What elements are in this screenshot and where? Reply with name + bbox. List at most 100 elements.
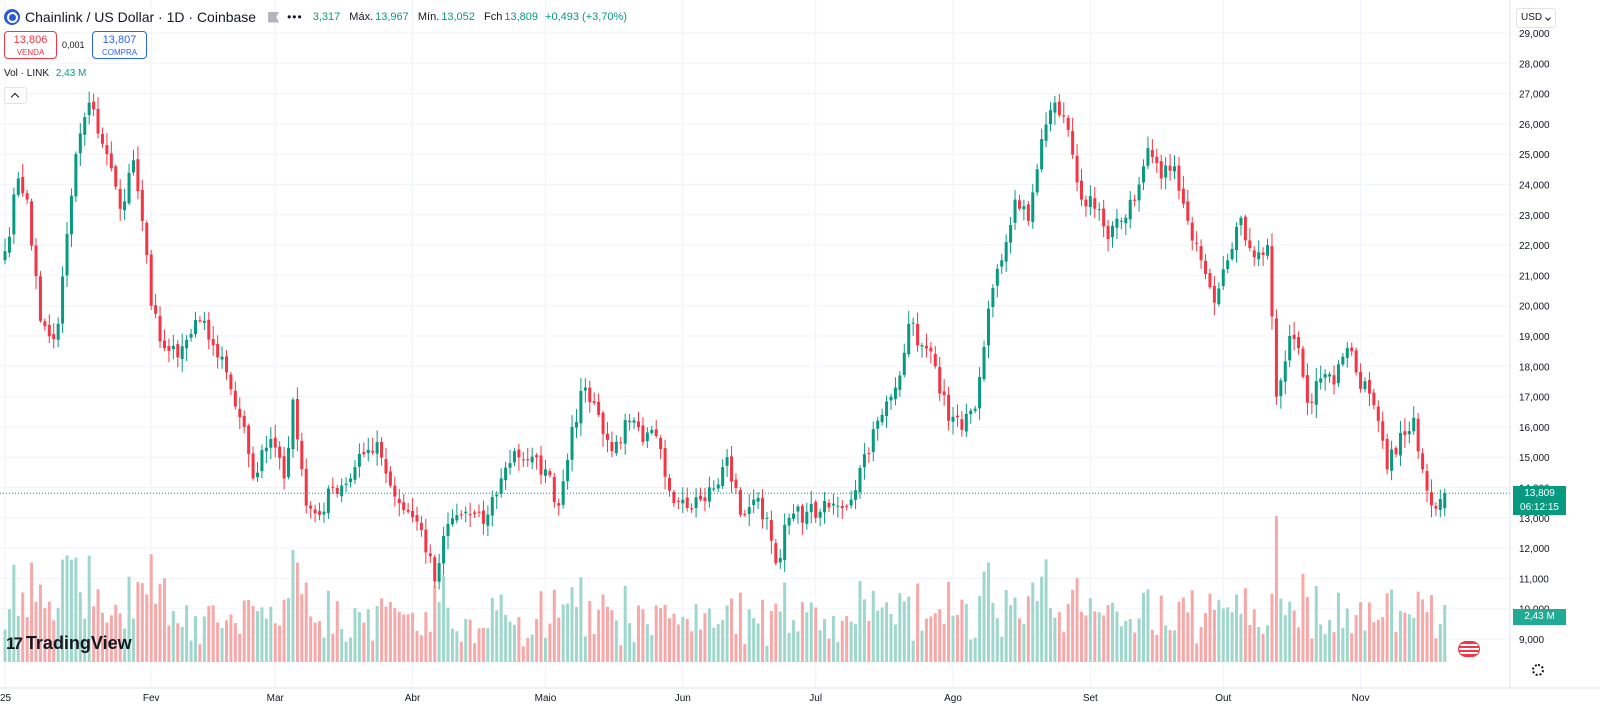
volume-bar (1412, 617, 1416, 662)
volume-bar (1434, 638, 1438, 662)
volume-bar (743, 643, 747, 662)
volume-bar (295, 562, 299, 662)
volume-bar (384, 606, 388, 662)
candle-body (916, 324, 920, 346)
candle-body (269, 439, 273, 448)
volume-bar (1155, 634, 1159, 662)
candle-body (1177, 165, 1181, 191)
price-tick-label: 20,000 (1519, 302, 1550, 313)
change-value: +0,493 (+3,70%) (545, 11, 627, 23)
volume-bar (357, 612, 361, 662)
volume-bar (92, 606, 96, 662)
candle-body (1288, 336, 1292, 361)
volume-bar (583, 636, 587, 662)
volume-bar (335, 601, 339, 662)
candle-body (681, 499, 685, 504)
volume-bar (898, 593, 902, 662)
candle-body (193, 320, 197, 335)
candle-body (473, 512, 477, 515)
volume-bar (495, 610, 499, 662)
volume-bar (211, 605, 215, 662)
candle-body (1429, 492, 1433, 506)
volume-bar (1044, 559, 1048, 662)
candle-body (1164, 165, 1168, 178)
volume-bar (1186, 612, 1190, 662)
candle-body (109, 153, 113, 169)
volume-bar (668, 618, 671, 662)
candle-body (34, 245, 38, 276)
volume-bar (849, 621, 853, 662)
volume-bar (986, 562, 990, 662)
candle-body (800, 505, 804, 523)
volume-bar (56, 607, 60, 662)
candle-body (955, 415, 959, 418)
price-tick-label: 15,000 (1519, 453, 1550, 464)
volume-bar (1261, 633, 1265, 662)
candle-body (100, 133, 104, 144)
volume-bar (1022, 624, 1026, 662)
chevron-down-icon (1545, 15, 1551, 21)
candle-body (455, 515, 459, 521)
candle-body (162, 340, 166, 349)
volume-bar (380, 598, 384, 662)
ohlc-values: 3,317 Máx. 13,967 Mín. 13,052 Fch 13,809 +0… (313, 11, 627, 23)
volume-bar (1031, 582, 1035, 662)
candle-body (1345, 348, 1349, 358)
candle-body (43, 321, 47, 327)
volume-bar (1195, 643, 1199, 662)
candle-body (650, 429, 654, 433)
volume-bar (300, 594, 304, 662)
volume-bar (1057, 612, 1061, 662)
candle-body (158, 315, 162, 342)
spread-value: 0,001 (62, 40, 85, 50)
low-label: Mín. (417, 11, 440, 23)
candle-body (1013, 199, 1017, 223)
more-options-icon[interactable]: ••• (287, 10, 303, 24)
candle-body (605, 433, 609, 440)
volume-bar (628, 623, 632, 662)
volume-bar (862, 599, 866, 662)
tradingview-logo[interactable]: 17 TradingView (6, 633, 132, 654)
collapse-legend-button[interactable] (4, 87, 27, 104)
symbol-title[interactable]: Chainlink / US Dollar · 1D · Coinbase (25, 9, 257, 25)
buy-button[interactable]: 13,807 COMPRA (92, 31, 147, 59)
volume-bar (1168, 630, 1172, 662)
candle-body (885, 401, 889, 417)
us-flag-icon[interactable] (1458, 641, 1480, 657)
candle-body (65, 234, 69, 276)
candle-body (1186, 201, 1190, 221)
volume-bar (605, 606, 609, 662)
gear-icon[interactable] (1532, 664, 1544, 676)
candle-body (654, 429, 658, 436)
candle-body (242, 415, 246, 427)
currency-select[interactable]: USD (1516, 8, 1556, 28)
volume-bar (123, 628, 127, 662)
candle-body (260, 450, 264, 472)
candle-body (512, 451, 516, 463)
volume-bar (3, 629, 7, 662)
candle-body (415, 515, 419, 522)
volume-bar (787, 632, 791, 662)
volume-bar (579, 577, 583, 662)
volume-bar (167, 625, 171, 662)
candle-body (1274, 318, 1278, 397)
flag-icon[interactable] (268, 11, 280, 23)
volume-bar (1243, 588, 1247, 662)
volume-bar (326, 590, 330, 662)
candle-body (893, 387, 897, 400)
volume-bar (340, 628, 344, 662)
candle-body (676, 500, 680, 502)
candle-body (1354, 350, 1358, 373)
low-value: 13,052 (441, 11, 475, 23)
candle-body (685, 497, 689, 508)
candle-body (495, 494, 499, 497)
volume-bar (1124, 620, 1128, 662)
candle-body (521, 459, 525, 461)
candle-body (924, 345, 928, 349)
sell-button[interactable]: 13,806 VENDA (4, 31, 57, 59)
candle-body (539, 455, 543, 475)
volume-bar (1146, 589, 1150, 662)
candle-body (16, 178, 20, 195)
volume-bar (778, 611, 782, 662)
